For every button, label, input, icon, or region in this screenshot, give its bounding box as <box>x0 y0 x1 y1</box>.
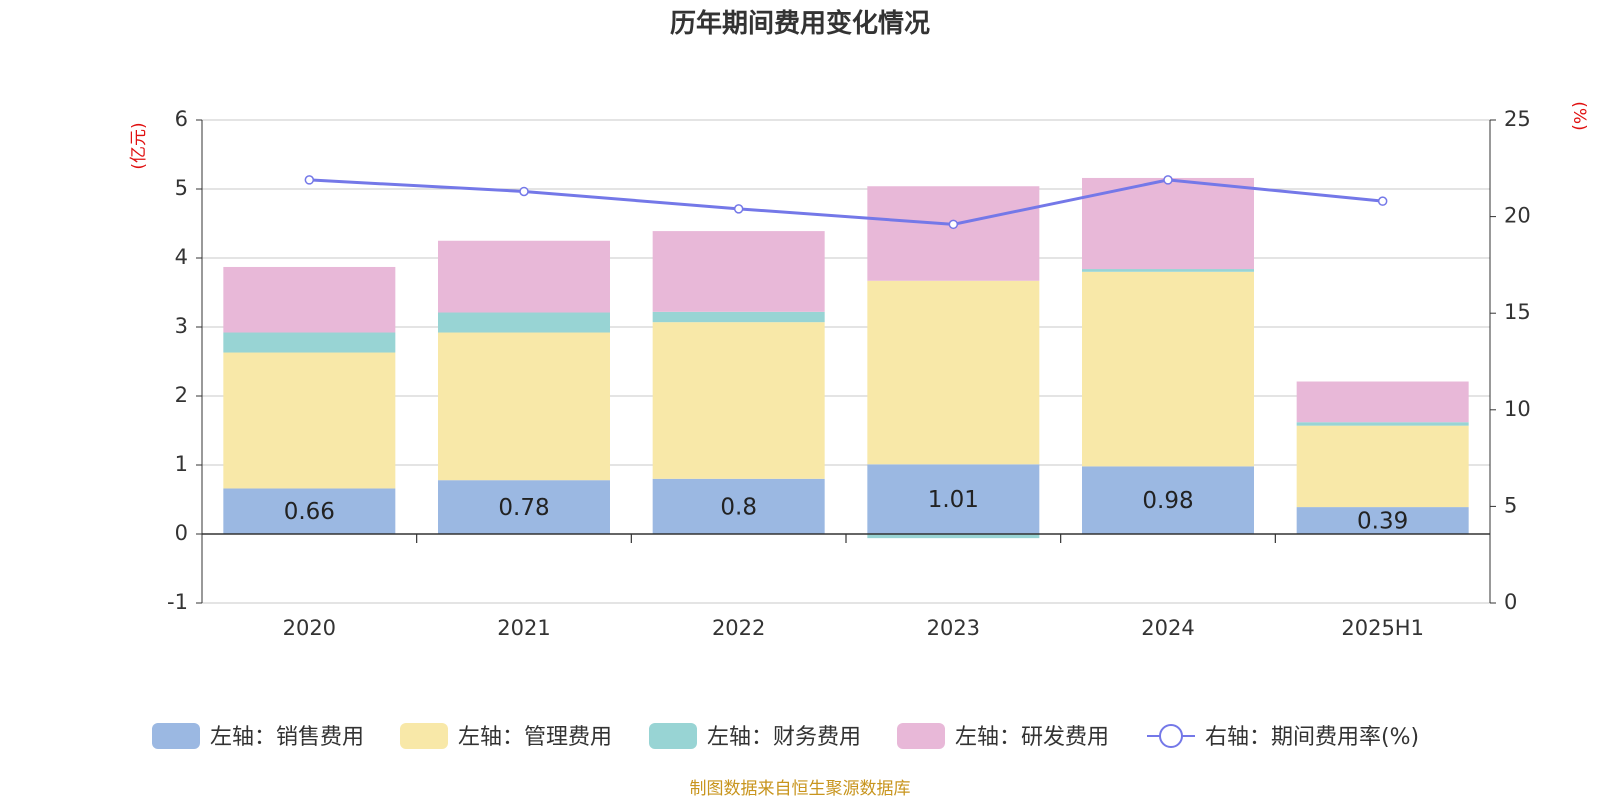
left-tick-label: 2 <box>175 383 188 407</box>
bar-admin-2020 <box>223 352 396 489</box>
source-note: 制图数据来自恒生聚源数据库 <box>690 779 911 799</box>
bar-value-label: 0.98 <box>1142 488 1193 514</box>
right-axis-unit: (%) <box>1569 101 1589 130</box>
bar-sales-2022 <box>652 478 825 534</box>
legend-label-finance: 左轴：财务费用 <box>707 725 861 750</box>
legend-swatch-sales <box>152 723 200 749</box>
left-tick-label: -1 <box>167 590 188 614</box>
bar-rd-2022 <box>652 231 825 312</box>
bar-finance-2022 <box>652 311 825 323</box>
right-tick-label: 15 <box>1504 300 1531 324</box>
right-tick-label: 10 <box>1504 397 1531 421</box>
data-labels: 0.66 0.78 0.8 1.01 0.98 0.39 <box>284 487 1409 534</box>
left-tick-label: 1 <box>175 452 188 476</box>
axes: -1 0 1 2 3 4 5 6 0 5 10 15 20 25 2020 2021 2022 2023 2024 2… <box>167 107 1531 640</box>
x-tick-label: 2021 <box>497 616 550 640</box>
right-tick-label: 5 <box>1504 493 1517 517</box>
bar-rd-2020 <box>223 266 396 333</box>
bar-sales-2023 <box>867 464 1040 534</box>
bar-finance-2021 <box>438 312 610 333</box>
legend-label-sales: 左轴：销售费用 <box>210 725 364 750</box>
rate-point <box>519 186 529 197</box>
legend-label-admin: 左轴：管理费用 <box>458 725 612 750</box>
right-tick-label: 25 <box>1504 107 1531 131</box>
x-tick-label: 2022 <box>712 616 765 640</box>
bar-sales-2021 <box>438 480 610 534</box>
rate-point <box>1377 196 1388 206</box>
rate-line <box>309 178 1383 226</box>
rate-point <box>948 219 959 230</box>
legend-swatch-rd <box>897 723 945 749</box>
bar-sales-2024 <box>1082 466 1254 534</box>
right-tick-label: 0 <box>1504 590 1517 614</box>
left-axis-unit: (亿元) <box>129 122 149 169</box>
rate-point <box>1163 175 1173 185</box>
bar-sales-2025H1 <box>1296 507 1469 534</box>
rate-line-series <box>304 175 1388 230</box>
rate-point <box>304 175 315 185</box>
legend-label-rate: 右轴：期间费用率(%) <box>1205 725 1419 750</box>
left-tick-label: 0 <box>175 521 188 545</box>
bar-value-label: 0.66 <box>284 499 335 525</box>
bar-rd-2021 <box>438 240 610 313</box>
bar-value-label: 0.78 <box>498 495 549 521</box>
bar-value-label: 0.39 <box>1357 509 1408 535</box>
right-tick-label: 20 <box>1504 204 1531 228</box>
legend-label-rd: 左轴：研发费用 <box>955 725 1109 750</box>
rate-point <box>733 204 744 214</box>
x-tick-label: 2024 <box>1141 616 1194 640</box>
x-tick-label: 2025H1 <box>1341 616 1424 640</box>
x-tick-label: 2023 <box>927 616 980 640</box>
bar-admin-2023 <box>867 280 1040 465</box>
chart-title: 历年期间费用变化情况 <box>670 8 930 39</box>
bar-rd-2025H1 <box>1296 381 1469 423</box>
left-tick-label: 4 <box>175 245 188 269</box>
bar-value-label: 1.01 <box>928 487 979 513</box>
left-tick-label: 3 <box>175 314 188 338</box>
bar-series <box>223 177 1469 539</box>
left-tick-label: 6 <box>175 107 188 131</box>
bar-finance-2023 <box>867 534 1040 539</box>
bar-finance-2024 <box>1082 269 1254 272</box>
bar-admin-2022 <box>652 322 825 479</box>
bar-finance-2025H1 <box>1296 422 1469 426</box>
bar-admin-2021 <box>438 332 610 481</box>
bar-rd-2023 <box>867 186 1040 281</box>
left-tick-label: 5 <box>175 176 188 200</box>
bar-finance-2020 <box>223 332 396 353</box>
bar-value-label: 0.8 <box>720 494 757 520</box>
legend-swatch-admin <box>400 723 448 749</box>
legend-marker-swatch <box>1159 724 1183 748</box>
bar-admin-2024 <box>1082 271 1254 467</box>
x-tick-label: 2020 <box>283 616 336 640</box>
bar-admin-2025H1 <box>1296 425 1469 508</box>
bar-sales-2020 <box>223 488 396 534</box>
legend: 左轴：销售费用 左轴：管理费用 左轴：财务费用 左轴：研发费用 右轴：期间费用率(%) <box>152 723 1419 750</box>
legend-swatch-finance <box>649 723 697 749</box>
